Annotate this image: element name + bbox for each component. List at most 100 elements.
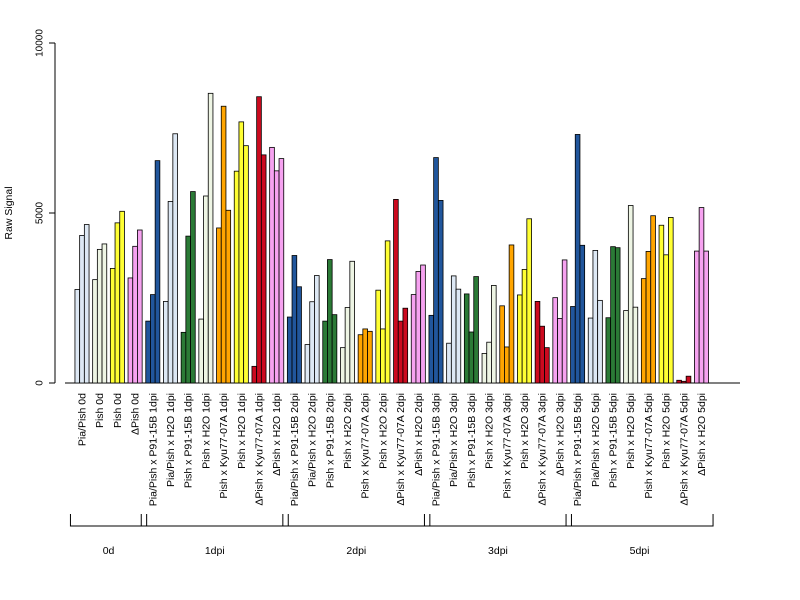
category-label: Pia/Pish x H2O 3dpi [448,393,460,487]
bar [455,288,462,384]
category-label: ΔPish x H2O 1dpi [271,393,283,476]
category-label: ΔPish x Kyu77-07A 1dpi [254,393,266,506]
bar [561,259,568,384]
group-label: 1dpi [205,545,225,557]
bar [344,307,351,384]
bar [180,331,187,384]
bar [163,300,169,384]
bar [668,217,674,384]
bar [703,250,709,384]
group-label: 5dpi [630,545,650,557]
category-label: Pia/Pish x P91-15B 2dpi [289,393,301,506]
y-axis: 0 5000 10000 [35,29,56,386]
group-label: 3dpi [488,545,508,557]
bar [663,254,669,384]
group-bracket [140,514,289,527]
bar [402,307,409,384]
bar [79,235,85,384]
category-label: Pish x Kyu77-07A 2dpi [360,393,372,499]
bar [508,244,515,384]
category-label: Pish x H2O 5dpi [625,393,637,469]
bar [167,201,174,384]
bar [539,325,545,384]
bar [587,317,594,384]
bar [605,317,612,384]
bar [109,268,116,384]
bar [127,277,134,384]
bar [610,246,616,384]
bar [286,316,293,384]
category-label: Pia/Pish x H2O 2dpi [307,393,319,487]
bar [132,245,138,384]
bar [243,145,249,384]
y-tick-label: 5000 [35,201,46,224]
bar [614,247,621,384]
category-label: ΔPish x Kyu77-07A 2dpi [395,393,407,506]
bar [650,215,656,384]
bar [309,301,315,384]
group-label: 2dpi [346,545,366,557]
category-label: Pia/Pish x H2O 1dpi [165,393,177,487]
bar [645,251,652,384]
bar [632,306,639,384]
bar [433,157,439,384]
bar [216,227,222,384]
category-label: Pish x P91-15B 3dpi [466,393,478,488]
category-labels: Pia/Pish 0d Pish 0d Pish 0d ΔPish 0d Pia/Pis… [77,393,709,506]
bar [380,328,386,384]
bar [233,170,240,384]
bar [340,347,346,384]
bar [96,248,103,384]
y-axis-title: Raw Signal [3,186,15,239]
bar [491,285,497,384]
bar [526,218,532,384]
bar [640,278,647,384]
bar [322,320,328,384]
category-label: Pia/Pish x H2O 5dpi [590,393,602,487]
bar [203,195,209,384]
bar [463,293,470,384]
bar [291,255,298,384]
category-label: Pish x H2O 1dpi [200,393,212,469]
bar [486,341,492,384]
bar [304,344,311,384]
bar [579,244,586,384]
bar [190,191,196,384]
category-label: ΔPish x Kyu77-07A 5dpi [678,393,690,506]
bar [428,314,435,384]
category-label: ΔPish x H2O 2dpi [413,393,425,476]
category-label: ΔPish x H2O 5dpi [696,393,708,476]
bar [349,260,355,384]
bar [114,222,121,384]
category-label: Pish x P91-15B 5dpi [608,393,620,488]
bars [74,92,709,384]
category-label: Pish x H2O 3dpi [484,393,496,469]
bar [681,380,687,384]
bar [623,310,629,384]
bar [260,154,267,384]
group-bracket [423,514,572,527]
category-label: Pish x H2O 2dpi [377,393,389,469]
bar [251,365,258,384]
category-label: Pish x P91-15B 1dpi [183,393,195,488]
category-label: ΔPish 0d [130,393,142,435]
bar [225,209,232,384]
bar [658,224,665,384]
bar [544,347,550,384]
bar [296,286,302,384]
bar [375,289,381,384]
bar [676,379,682,384]
bar [574,134,581,384]
bar [504,346,510,384]
category-label: Pish x Kyu77-07A 5dpi [643,393,655,499]
bar [410,294,417,384]
group-bracket [565,514,714,527]
group-bracket [69,514,148,527]
bar [698,207,705,384]
bar [185,235,191,384]
category-label: ΔPish x Kyu77-07A 3dpi [537,393,549,506]
bar [468,331,475,384]
bar [220,105,227,384]
category-label: Pish 0d [112,393,124,428]
category-label: Pish x Kyu77-07A 1dpi [218,393,230,499]
